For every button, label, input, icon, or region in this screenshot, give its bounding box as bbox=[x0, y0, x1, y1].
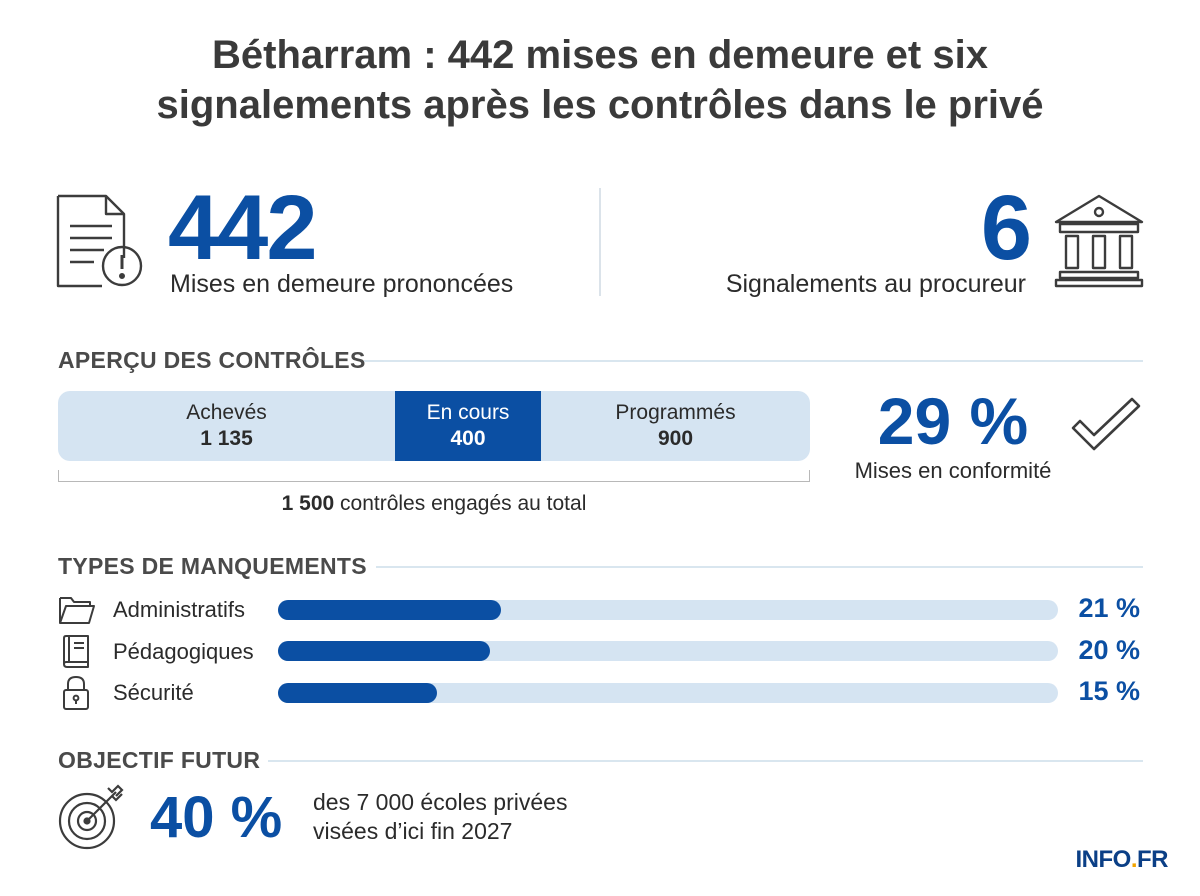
violation-track-pedagogiques bbox=[278, 641, 1058, 661]
logo-suffix: FR bbox=[1137, 846, 1169, 873]
compliance-label: Mises en conformité bbox=[854, 458, 1052, 483]
mises-en-demeure-label: Mises en demeure prononcées bbox=[170, 270, 514, 298]
title-line-2: signalements après les contrôles dans le… bbox=[156, 83, 1044, 127]
target-icon bbox=[56, 782, 128, 852]
logo-main: INFO bbox=[1075, 846, 1132, 873]
checkmark-icon bbox=[1070, 396, 1142, 454]
goal-heading-rule bbox=[268, 760, 1143, 762]
violation-label-administratifs: Administratifs bbox=[113, 597, 246, 622]
info-fr-logo: INFO.FR bbox=[1076, 846, 1169, 874]
goal-description: des 7 000 écoles privées visées d’ici fi… bbox=[313, 788, 567, 846]
violation-bar-administratifs bbox=[278, 600, 501, 620]
stats-divider bbox=[599, 188, 601, 296]
signalements-value: 6 bbox=[980, 177, 1032, 279]
folder-icon bbox=[58, 594, 96, 626]
violation-bar-securite bbox=[278, 683, 438, 703]
overview-heading-rule bbox=[364, 360, 1143, 362]
total-bracket bbox=[58, 470, 810, 482]
goal-line-2: visées d’ici fin 2027 bbox=[313, 818, 513, 844]
violation-pct-administratifs: 21 % bbox=[1078, 593, 1140, 623]
violation-track-administratifs bbox=[278, 600, 1058, 620]
segment-programmes-label: Programmés bbox=[615, 401, 736, 424]
violation-track-securite bbox=[278, 683, 1058, 703]
violation-pct-securite: 15 % bbox=[1078, 676, 1140, 706]
mises-en-demeure-value: 442 bbox=[168, 177, 317, 279]
document-warning-icon bbox=[54, 192, 148, 290]
padlock-icon bbox=[60, 674, 92, 712]
segment-acheves-value: 1 135 bbox=[200, 427, 253, 450]
compliance-value: 29 % bbox=[877, 384, 1029, 458]
segment-acheves-label: Achevés bbox=[186, 401, 267, 424]
segment-acheves: Achevés 1 135 bbox=[58, 391, 395, 461]
total-controls-value: 1 500 bbox=[281, 492, 335, 515]
segment-en-cours: En cours 400 bbox=[395, 391, 541, 461]
overview-heading: APERÇU DES CONTRÔLES bbox=[58, 347, 366, 373]
courthouse-icon bbox=[1052, 192, 1146, 288]
title-line-1: Bétharram : 442 mises en demeure et six bbox=[212, 33, 988, 77]
total-controls-text: contrôles engagés au total bbox=[334, 492, 587, 515]
segment-en-cours-label: En cours bbox=[426, 401, 510, 424]
segment-programmes: Programmés 900 bbox=[541, 391, 810, 461]
goal-heading: OBJECTIF FUTUR bbox=[58, 747, 261, 773]
violation-bar-pedagogiques bbox=[278, 641, 491, 661]
segment-programmes-value: 900 bbox=[657, 427, 694, 450]
violation-label-pedagogiques: Pédagogiques bbox=[113, 639, 254, 664]
logo-dot: . bbox=[1130, 846, 1138, 873]
page-title: Bétharram : 442 mises en demeure et six … bbox=[0, 30, 1200, 130]
violation-pct-pedagogiques: 20 % bbox=[1078, 635, 1140, 665]
violation-label-securite: Sécurité bbox=[113, 680, 194, 705]
goal-line-1: des 7 000 écoles privées bbox=[313, 789, 568, 815]
goal-value: 40 % bbox=[150, 785, 283, 850]
violations-heading-rule bbox=[376, 566, 1143, 568]
segment-en-cours-value: 400 bbox=[450, 427, 486, 450]
violations-heading: TYPES DE MANQUEMENTS bbox=[58, 553, 367, 579]
book-icon bbox=[60, 634, 92, 670]
total-controls: 1 500 contrôles engagés au total bbox=[58, 492, 810, 516]
signalements-label: Signalements au procureur bbox=[725, 270, 1026, 298]
